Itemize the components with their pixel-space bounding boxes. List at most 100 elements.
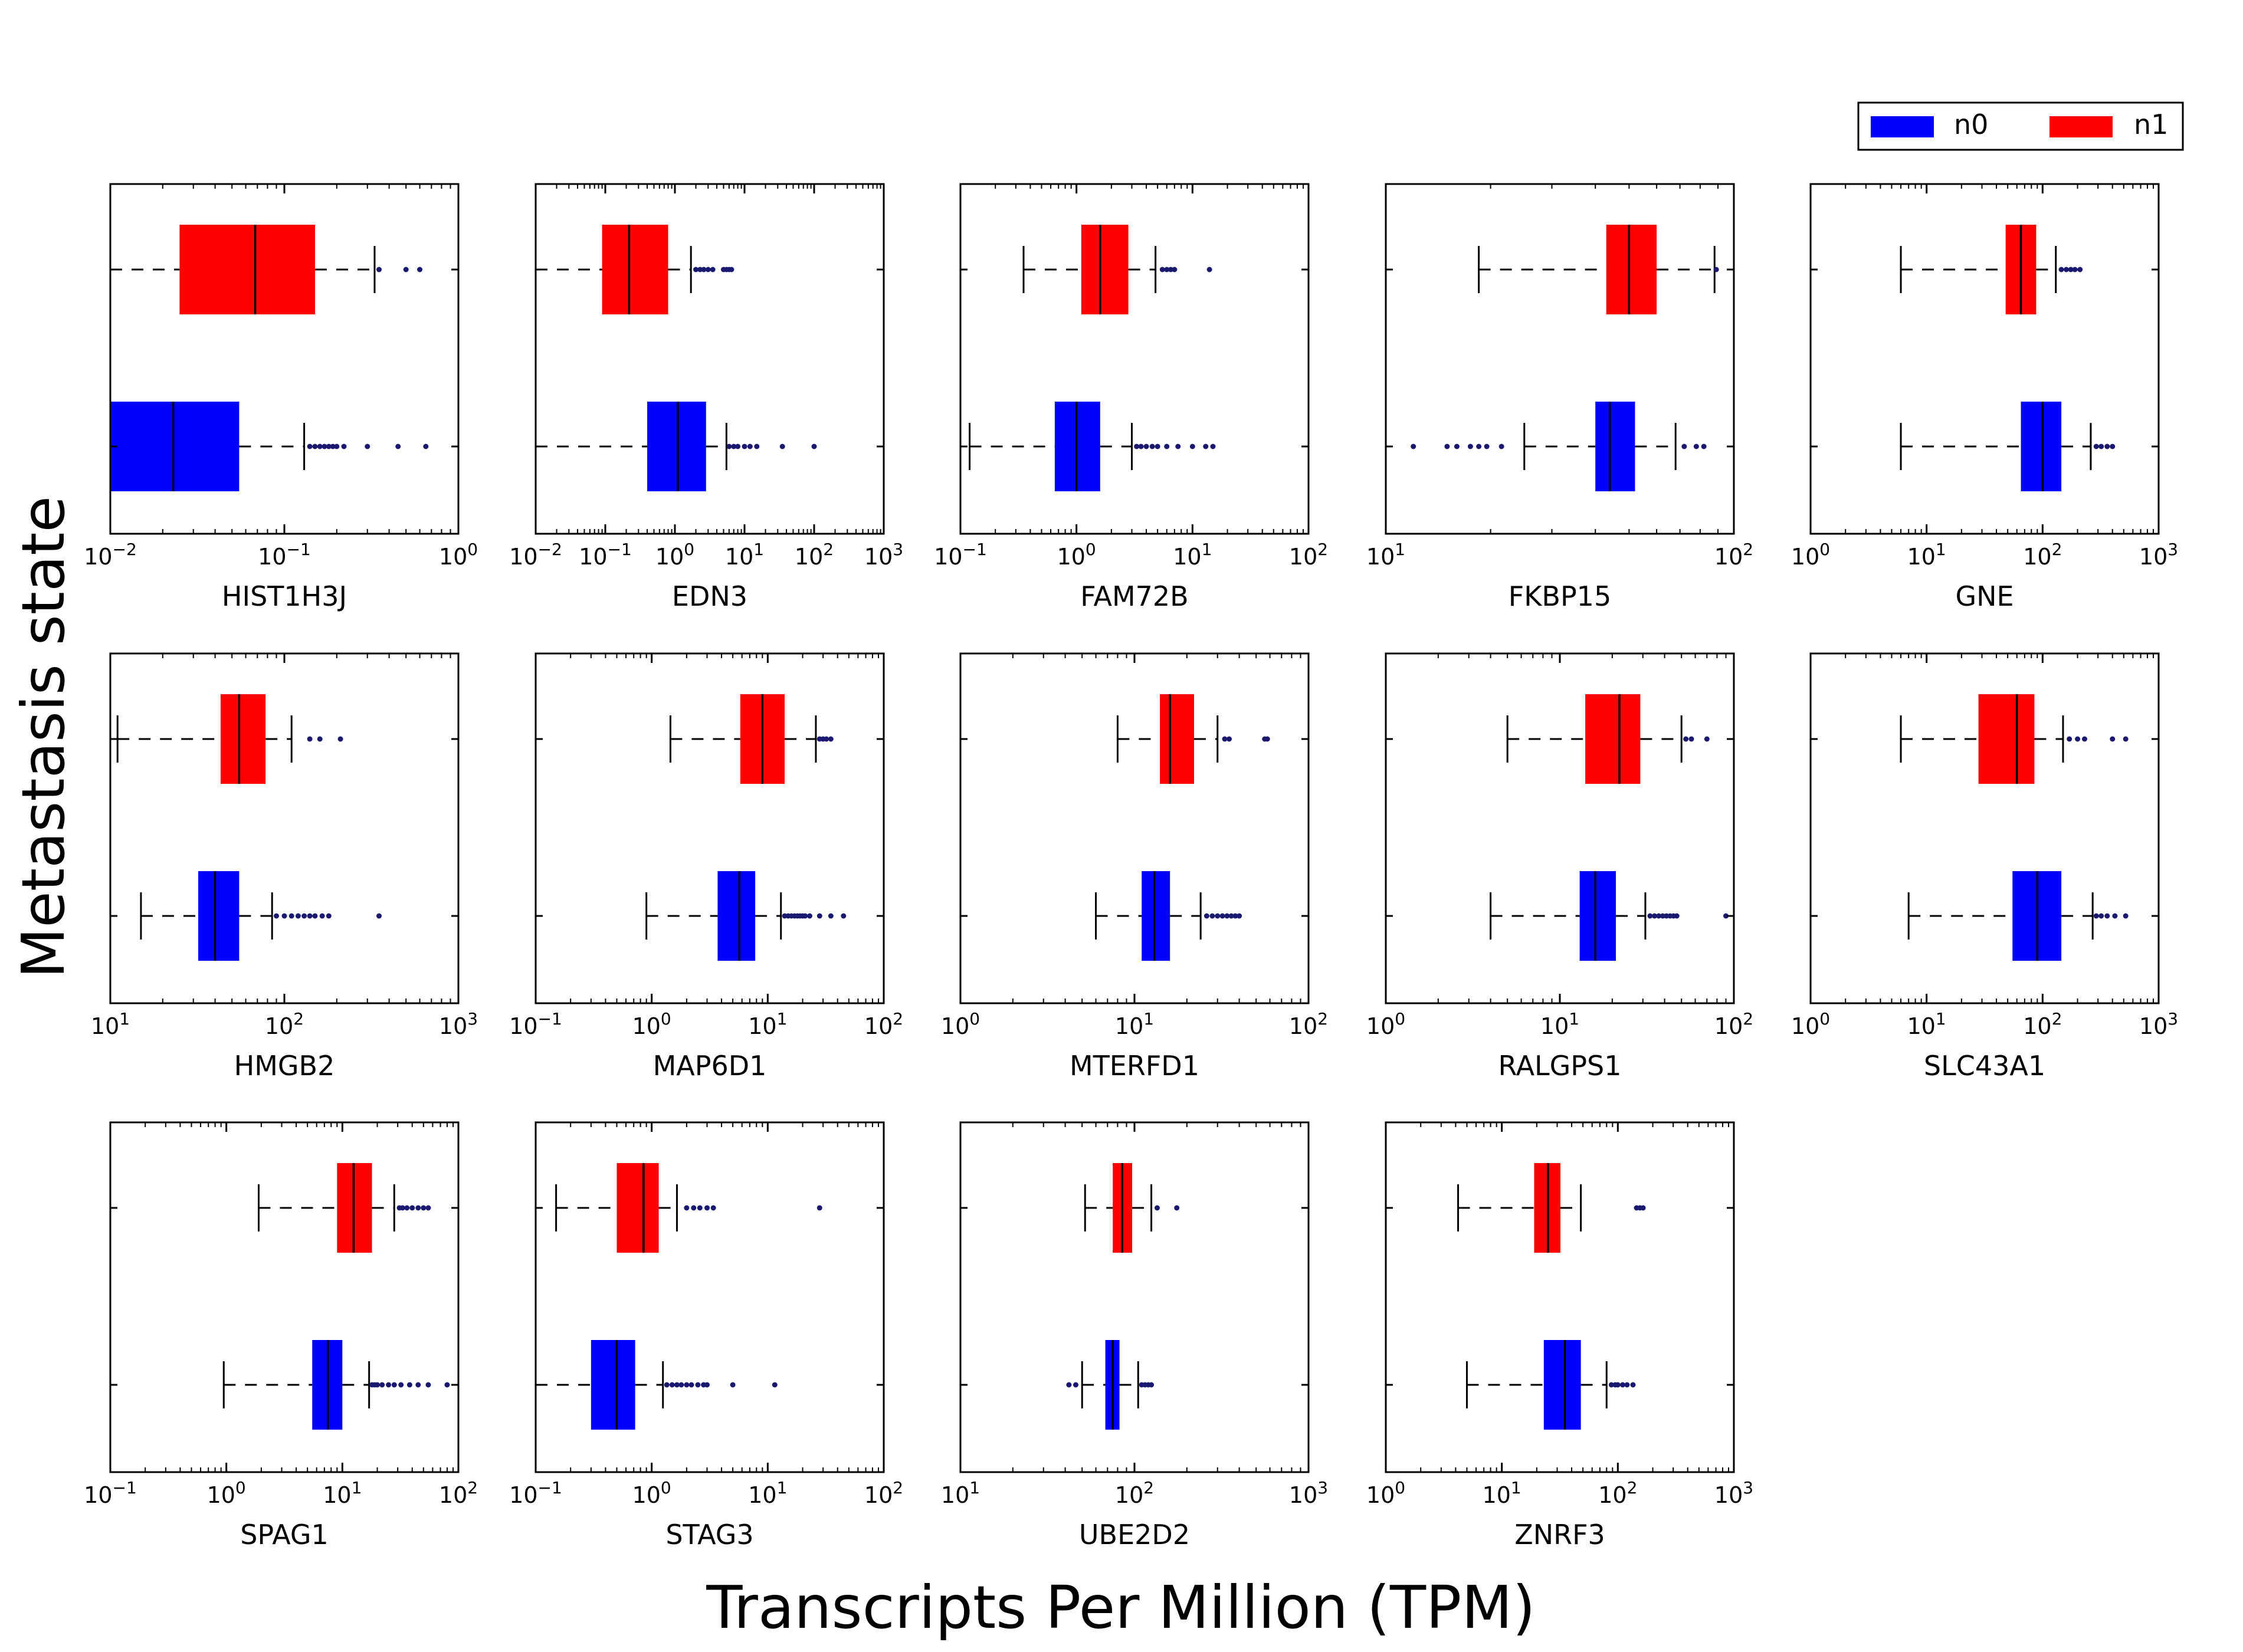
box-n1 — [602, 225, 668, 314]
plot-area — [536, 1163, 822, 1430]
outlier-n0 — [341, 444, 347, 449]
outlier-n1 — [1222, 736, 1228, 742]
outlier-n0 — [828, 913, 834, 919]
axes-frame — [109, 1121, 460, 1473]
legend-swatch-n1 — [2049, 116, 2113, 137]
outlier-n1 — [816, 1205, 822, 1211]
outlier-n0 — [1149, 1382, 1155, 1388]
panel-stag3: 10−1 100 101 102 STAG3 — [509, 1121, 903, 1551]
outlier-n0 — [1138, 444, 1144, 449]
plot-area — [1457, 1163, 1646, 1430]
box-n0 — [1543, 1340, 1581, 1430]
outlier-n0 — [669, 1382, 675, 1388]
outlier-n0 — [2104, 444, 2110, 449]
outlier-n0 — [1467, 444, 1473, 449]
box-n0 — [591, 1340, 635, 1430]
xtick-label: 100 — [941, 1009, 980, 1039]
xtick-label: 103 — [1289, 1478, 1328, 1508]
xtick-label: 102 — [1289, 1009, 1328, 1039]
outlier-n0 — [1652, 913, 1657, 919]
plot-area — [1095, 694, 1270, 961]
box-n0 — [2021, 402, 2062, 491]
xtick-label: 100 — [1791, 1009, 1830, 1039]
xtick-label: 100 — [632, 1478, 671, 1508]
outlier-n0 — [1701, 444, 1707, 449]
outlier-n0 — [811, 444, 817, 449]
outlier-n1 — [403, 267, 409, 272]
outlier-n0 — [1476, 444, 1482, 449]
xtick-label: 100 — [1791, 540, 1830, 570]
plot-area — [110, 225, 429, 491]
outlier-n1 — [1227, 736, 1232, 742]
axes-frame — [1385, 183, 1735, 535]
outlier-n0 — [1624, 1382, 1630, 1388]
xtick-label: 102 — [439, 1478, 478, 1508]
outlier-n0 — [330, 444, 336, 449]
outlier-n1 — [2063, 267, 2069, 272]
xtick-label: 10−1 — [509, 1009, 562, 1039]
xtick-label: 103 — [2139, 540, 2178, 570]
xtick-label: 100 — [632, 1009, 671, 1039]
panel-hmgb2: 101 102 103 HMGB2 — [91, 652, 478, 1082]
outlier-n1 — [417, 267, 423, 272]
outlier-n0 — [326, 913, 332, 919]
xtick-label: 10−1 — [579, 540, 632, 570]
panel-mterfd1: 100 101 102 MTERFD1 — [941, 652, 1328, 1082]
xtick-label: 10−1 — [84, 1478, 137, 1508]
xtick-label: 101 — [725, 540, 764, 570]
outlier-n0 — [772, 1382, 778, 1388]
outlier-n1 — [828, 736, 834, 742]
xtick-label: 100 — [1366, 1009, 1405, 1039]
outlier-n0 — [1723, 913, 1729, 919]
outlier-n0 — [2093, 913, 2099, 919]
xtick-label: 100 — [439, 540, 478, 570]
outlier-n0 — [1134, 444, 1140, 449]
legend-label-n1: n1 — [2134, 109, 2168, 140]
outlier-n0 — [731, 444, 737, 449]
outlier-n1 — [1159, 267, 1165, 272]
outlier-n1 — [684, 1205, 690, 1211]
outlier-n1 — [710, 1205, 716, 1211]
outlier-n0 — [1073, 1382, 1079, 1388]
gene-label: HMGB2 — [234, 1050, 335, 1082]
outlier-n1 — [399, 1205, 405, 1211]
outlier-n0 — [1224, 913, 1230, 919]
xtick-label: 101 — [1173, 540, 1212, 570]
outlier-n1 — [824, 736, 829, 742]
outlier-n0 — [295, 913, 301, 919]
outlier-n0 — [2123, 913, 2129, 919]
outlier-n1 — [729, 267, 734, 272]
box-n0 — [198, 871, 240, 961]
gene-label: EDN3 — [672, 580, 747, 612]
outlier-n0 — [726, 444, 732, 449]
xtick-label: 102 — [1289, 540, 1328, 570]
outlier-n0 — [742, 444, 747, 449]
box-n0 — [647, 402, 706, 491]
xtick-label: 101 — [1483, 1478, 1521, 1508]
outlier-n1 — [2058, 267, 2064, 272]
xtick-label: 102 — [265, 1009, 304, 1039]
xtick-label: 103 — [2139, 1009, 2178, 1039]
plot-area — [1900, 694, 2129, 961]
gene-label: GNE — [1955, 580, 2014, 612]
outlier-n0 — [2110, 444, 2116, 449]
box-n1 — [1585, 694, 1641, 784]
outlier-n0 — [1444, 444, 1450, 449]
outlier-n1 — [1154, 1205, 1160, 1211]
gene-label: MAP6D1 — [653, 1050, 767, 1082]
outlier-n0 — [1066, 1382, 1072, 1388]
panels: 10−2 10−1 100 HIST1H3J 10−2 10−1 100 101 102 103 E… — [84, 183, 2178, 1551]
box-n1 — [1606, 225, 1657, 314]
outlier-n0 — [1143, 444, 1149, 449]
outlier-n0 — [1215, 913, 1221, 919]
outlier-n1 — [2081, 736, 2087, 742]
outlier-n0 — [816, 913, 822, 919]
outlier-n0 — [326, 444, 332, 449]
plot-area — [116, 694, 382, 961]
outlier-n0 — [1656, 913, 1662, 919]
outlier-n1 — [697, 267, 703, 272]
outlier-n1 — [710, 267, 716, 272]
outlier-n0 — [779, 444, 785, 449]
box-n1 — [220, 694, 266, 784]
